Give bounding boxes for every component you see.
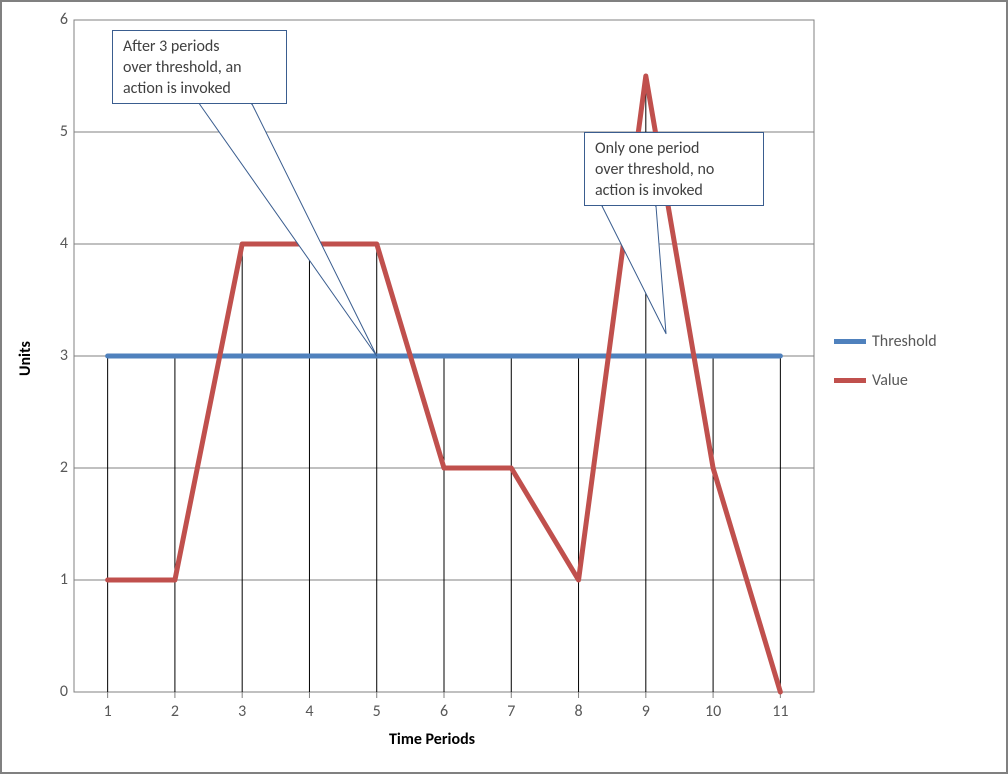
y-tick-2: 2 [50, 458, 68, 477]
x-tick-9: 9 [634, 702, 658, 721]
y-tick-5: 5 [50, 122, 68, 141]
x-tick-7: 7 [499, 702, 523, 721]
x-axis-label: Time Periods [389, 730, 475, 749]
y-tick-0: 0 [50, 682, 68, 701]
legend-item-value: Value [834, 371, 937, 390]
legend-swatch-threshold [834, 339, 866, 344]
y-tick-6: 6 [50, 10, 68, 29]
x-tick-3: 3 [230, 702, 254, 721]
y-tick-1: 1 [50, 570, 68, 589]
legend-label-value: Value [872, 371, 908, 390]
legend: Threshold Value [834, 332, 937, 410]
legend-swatch-value [834, 378, 866, 383]
x-tick-5: 5 [365, 702, 389, 721]
legend-item-threshold: Threshold [834, 332, 937, 351]
legend-label-threshold: Threshold [872, 332, 937, 351]
chart-container: 0 1 2 3 4 5 6 1 2 3 4 5 6 7 8 9 10 11 Time Periods Units Thr… [0, 0, 1008, 774]
callout-left: After 3 periodsover threshold, anaction … [112, 30, 287, 104]
y-tick-4: 4 [50, 234, 68, 253]
x-tick-10: 10 [701, 702, 725, 721]
x-tick-8: 8 [567, 702, 591, 721]
y-axis-label: Units [16, 341, 35, 376]
y-tick-3: 3 [50, 346, 68, 365]
x-tick-2: 2 [163, 702, 187, 721]
x-tick-4: 4 [297, 702, 321, 721]
callout-right: Only one periodover threshold, noaction … [584, 132, 764, 206]
x-tick-1: 1 [96, 702, 120, 721]
x-tick-11: 11 [768, 702, 792, 721]
x-tick-6: 6 [432, 702, 456, 721]
